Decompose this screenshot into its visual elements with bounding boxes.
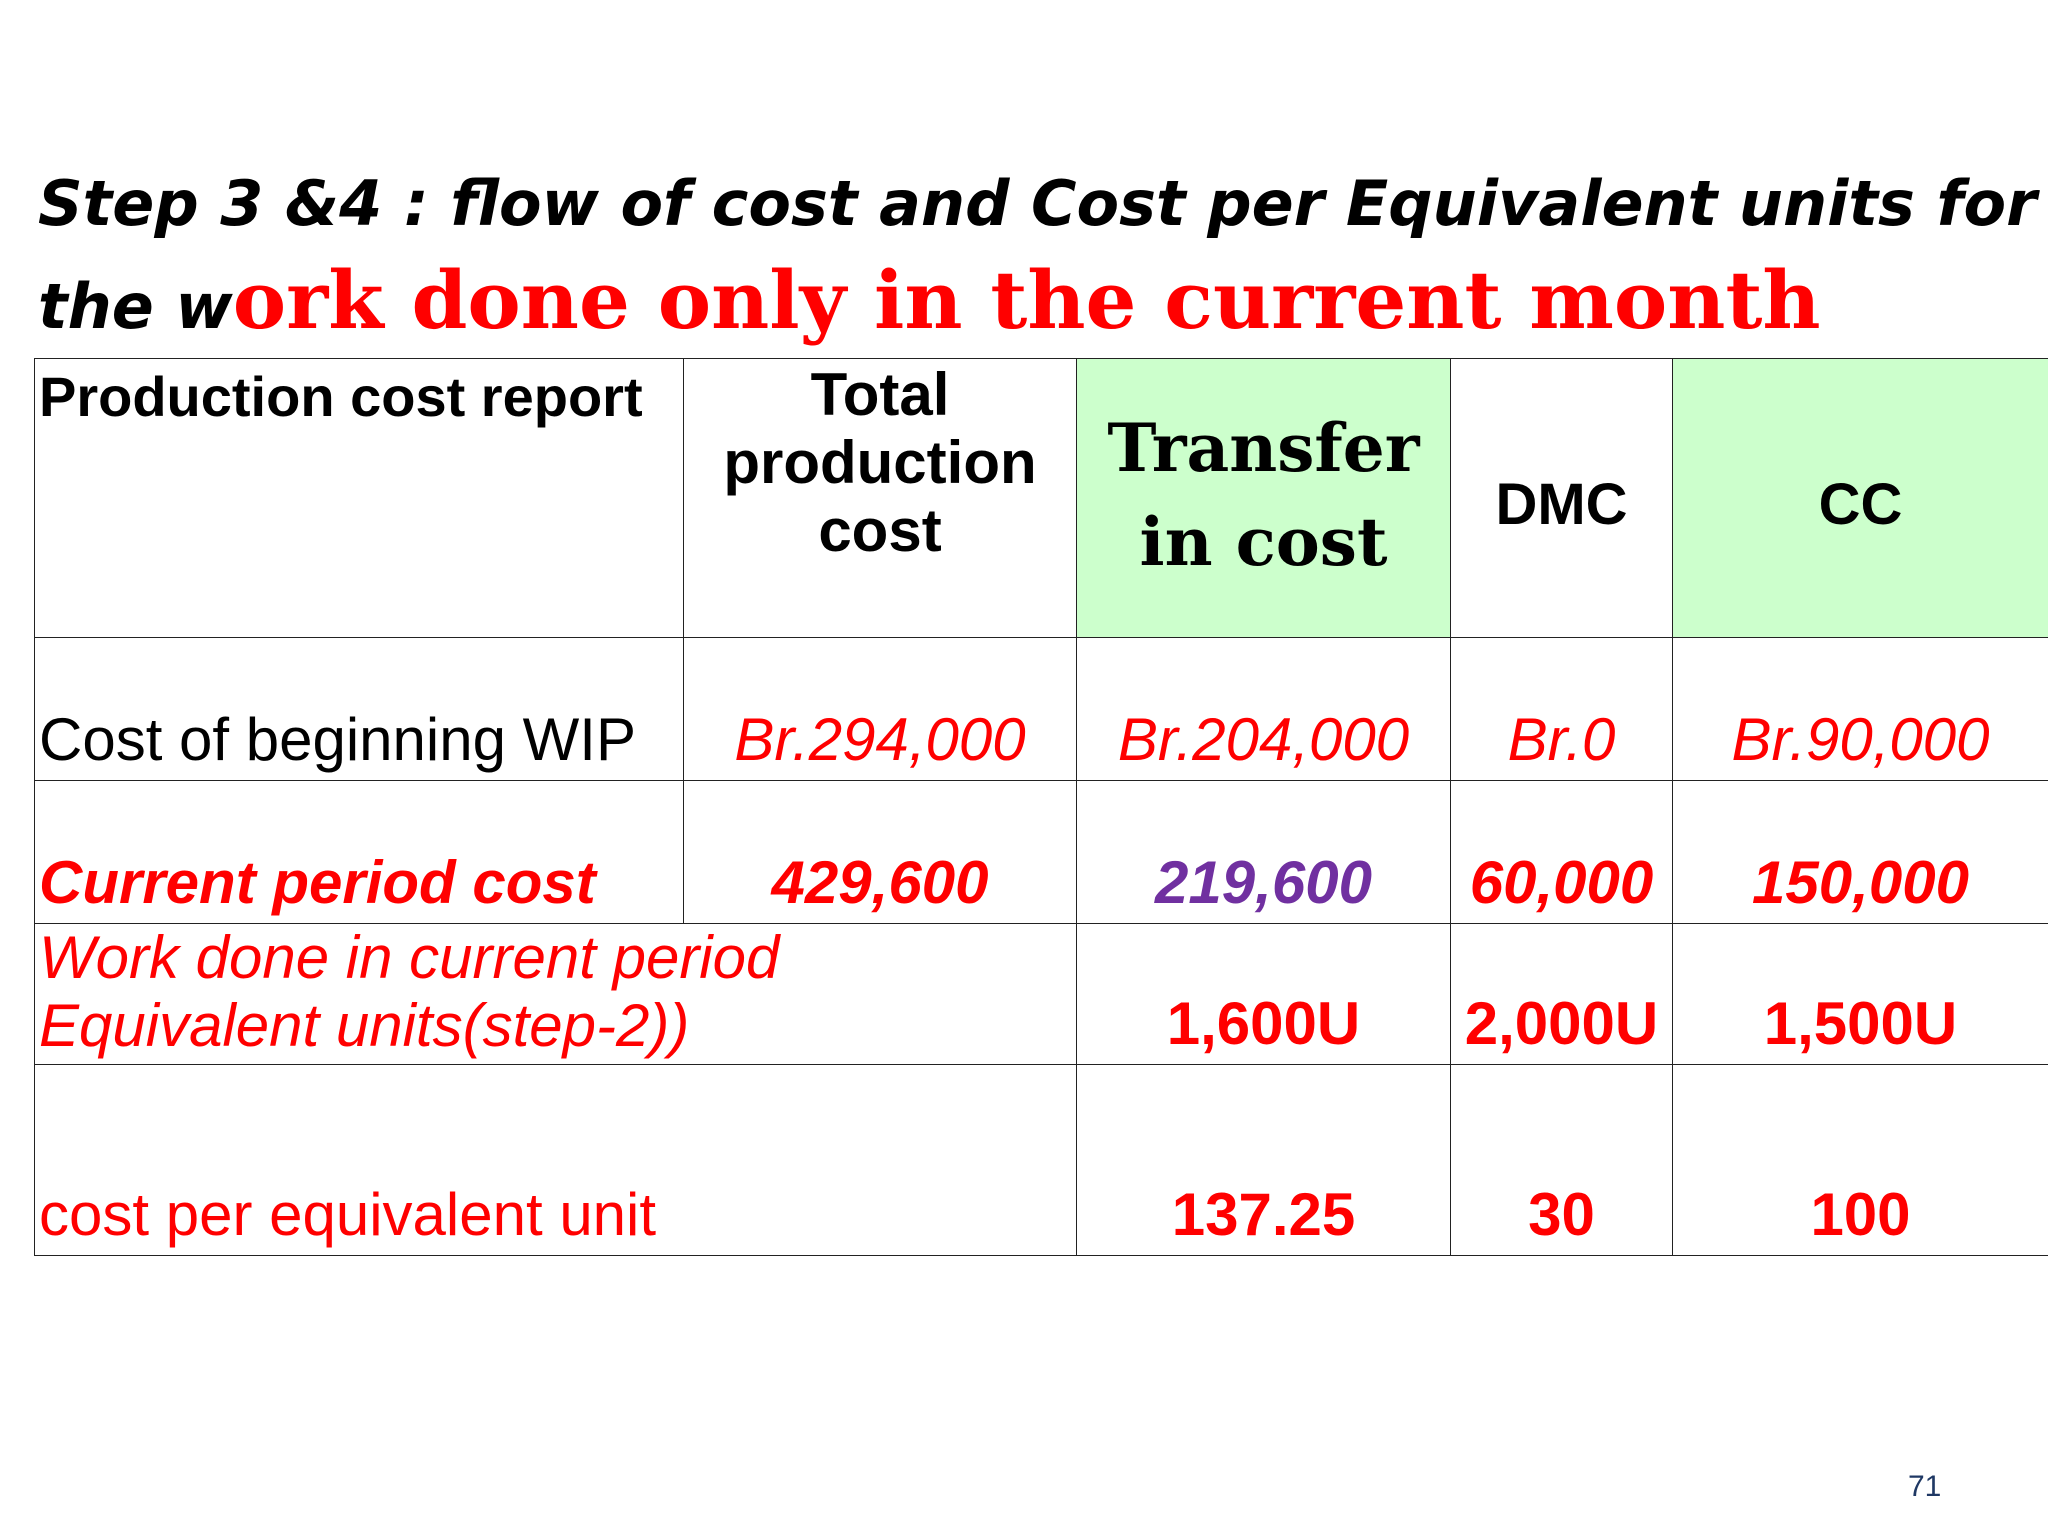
cell-equivalent-units-transfer: 1,600U [1076,923,1451,1065]
table-row-equivalent-units: Work done in current period Equivalent u… [34,923,2048,1065]
cell-cost-per-unit-cc: 100 [1672,1064,2048,1256]
slide-title-line-2: the work done only in the current month [38,246,2038,371]
cell-current-period-cc: 150,000 [1672,780,2048,924]
cell-equivalent-units-dmc: 2,000U [1450,923,1673,1065]
header-cc: CC [1672,358,2048,638]
cell-equivalent-units-cc: 1,500U [1672,923,2048,1065]
cell-beginning-wip-dmc: Br.0 [1450,637,1673,781]
cell-current-period-transfer: 219,600 [1076,780,1451,924]
cell-current-period-total: 429,600 [683,780,1077,924]
row-label-cost-per-equivalent-unit: cost per equivalent unit [34,1064,1077,1256]
cell-beginning-wip-cc: Br.90,000 [1672,637,2048,781]
cell-current-period-dmc: 60,000 [1450,780,1673,924]
cell-beginning-wip-total: Br.294,000 [683,637,1077,781]
row-label-equivalent-units: Work done in current period Equivalent u… [34,923,1077,1065]
cell-cost-per-unit-dmc: 30 [1450,1064,1673,1256]
header-production-cost-report: Production cost report [34,358,684,638]
page-number: 71 [1908,1470,1942,1503]
table-row-current-period-cost: Current period cost 429,600 219,600 60,0… [34,780,2048,924]
cell-beginning-wip-transfer: Br.204,000 [1076,637,1451,781]
header-dmc: DMC [1450,358,1673,638]
header-transfer-in-cost: Transfer in cost [1076,358,1451,638]
row-label-beginning-wip: Cost of beginning WIP [34,637,684,781]
slide-title-line-2-lead: the w [38,270,233,343]
table-header-row: Production cost report Total production … [34,358,2048,638]
cell-cost-per-unit-transfer: 137.25 [1076,1064,1451,1256]
table-row-beginning-wip: Cost of beginning WIP Br.294,000 Br.204,… [34,637,2048,781]
production-cost-report-table: Production cost report Total production … [34,358,2048,1256]
table-row-cost-per-equivalent-unit: cost per equivalent unit 137.25 30 100 [34,1064,2048,1256]
slide-title-line-1: Step 3 &4 : flow of cost and Cost per Eq… [38,167,2037,240]
slide-title: Step 3 &4 : flow of cost and Cost per Eq… [38,162,2038,371]
header-total-production-cost: Total production cost [683,358,1077,638]
slide-title-line-2-highlight: ork done only in the current month [232,253,1821,347]
row-label-current-period-cost: Current period cost [34,780,684,924]
